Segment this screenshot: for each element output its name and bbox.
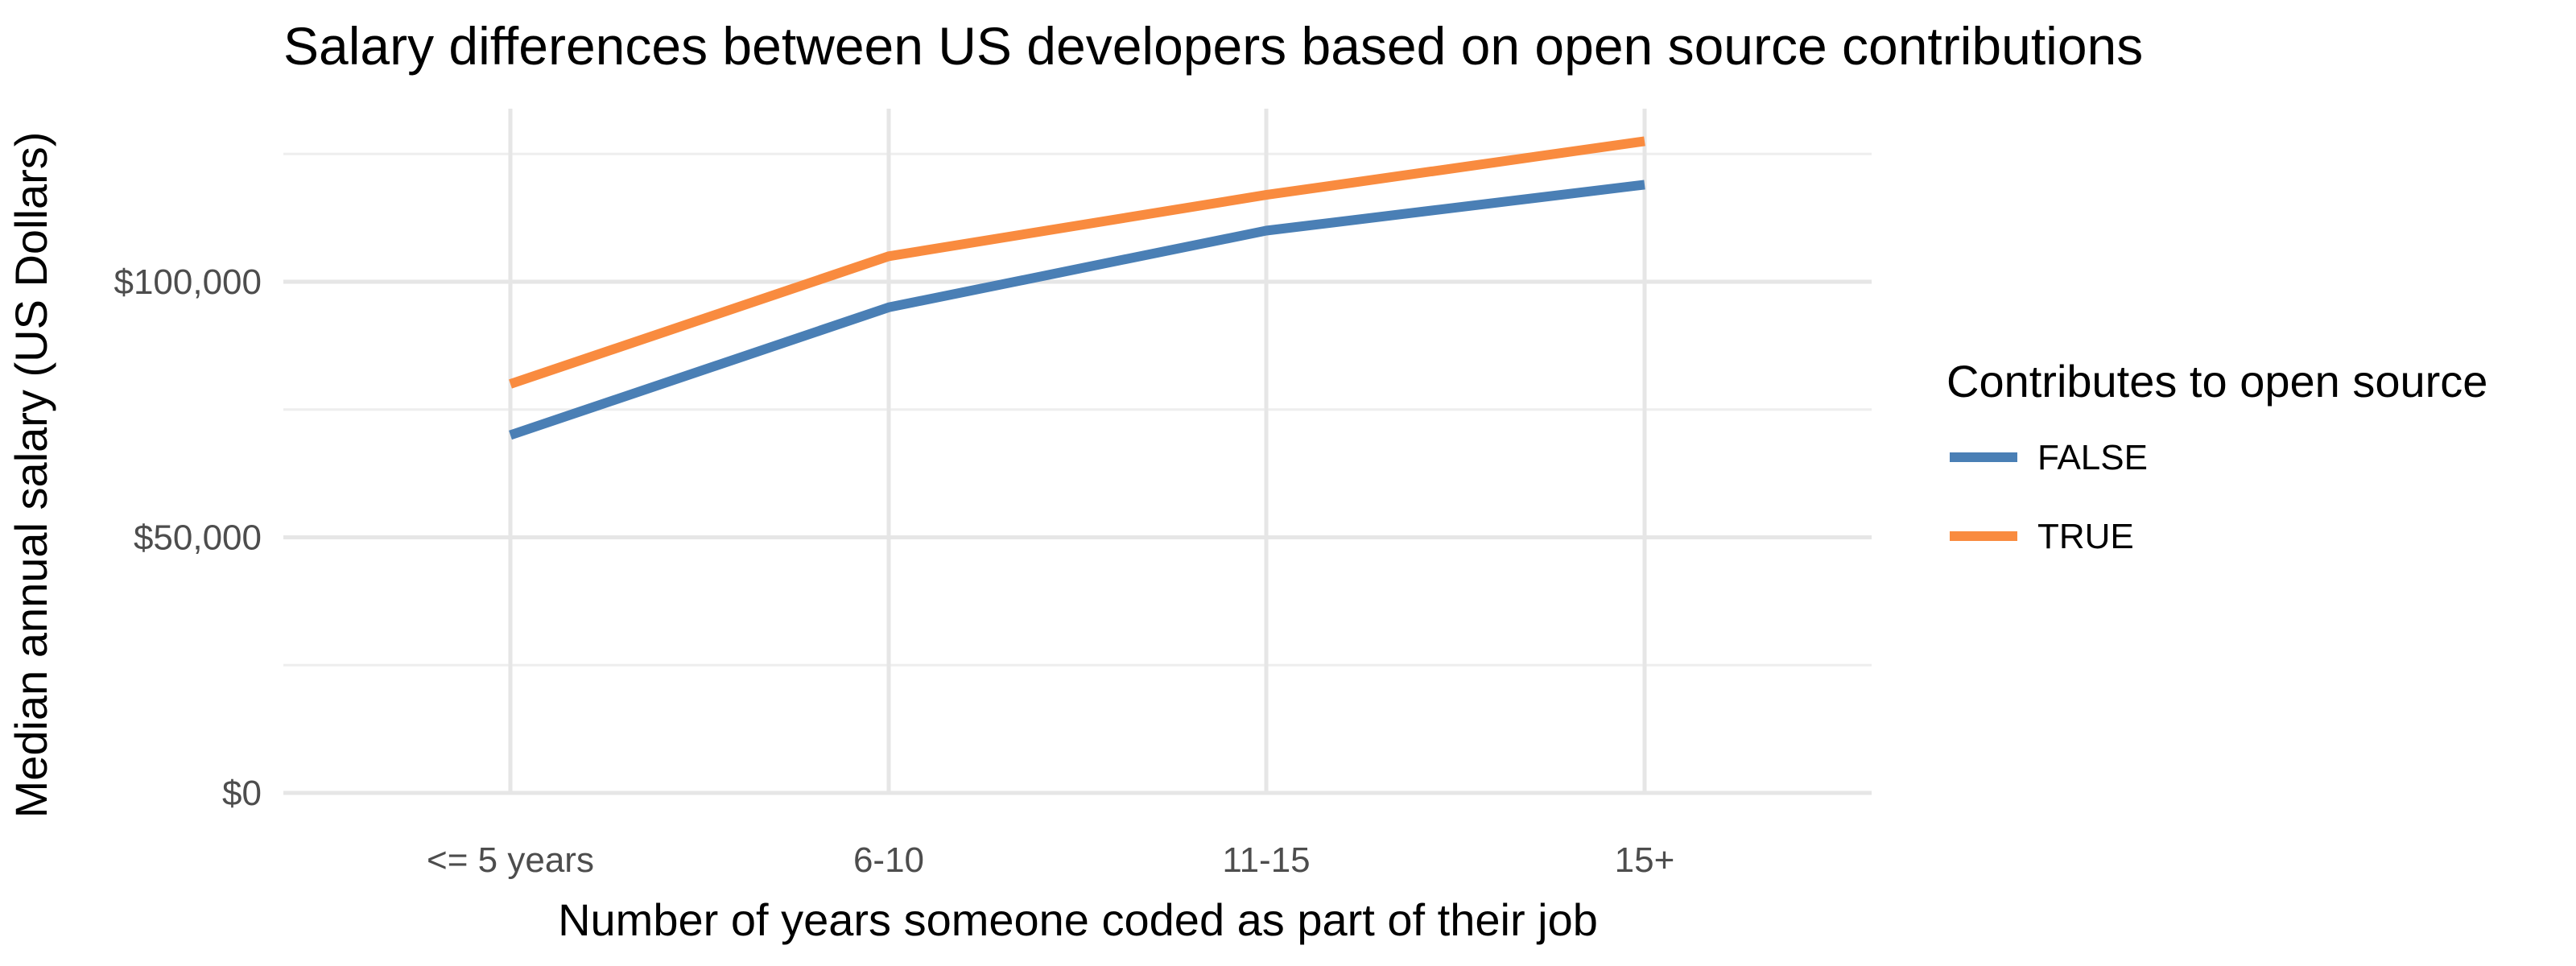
legend-label-true: TRUE [2037, 517, 2134, 556]
series-line-true [509, 136, 1645, 389]
y-axis-title: Median annual salary (US Dollars) [6, 132, 56, 819]
legend-label-false: FALSE [2037, 438, 2148, 477]
y-tick-label: $0 [222, 774, 262, 813]
legend: Contributes to open source FALSE TRUE [1946, 356, 2487, 556]
grid-lines [283, 109, 1872, 795]
x-axis-tick-labels: <= 5 years 6-10 11-15 15+ [427, 840, 1674, 880]
series-line-false [509, 180, 1645, 440]
legend-items: FALSE TRUE [1950, 438, 2148, 556]
x-tick-label: 6-10 [853, 840, 924, 880]
y-tick-label: $100,000 [114, 262, 262, 302]
series-lines [509, 136, 1645, 440]
x-tick-label: <= 5 years [427, 840, 594, 880]
legend-title: Contributes to open source [1946, 356, 2487, 407]
x-tick-label: 11-15 [1222, 840, 1310, 880]
x-axis-title: Number of years someone coded as part of… [558, 894, 1598, 945]
chart-title: Salary differences between US developers… [283, 16, 2143, 76]
y-tick-label: $50,000 [134, 518, 262, 558]
y-axis-tick-labels: $0 $50,000 $100,000 [114, 262, 262, 813]
x-tick-label: 15+ [1615, 840, 1675, 880]
